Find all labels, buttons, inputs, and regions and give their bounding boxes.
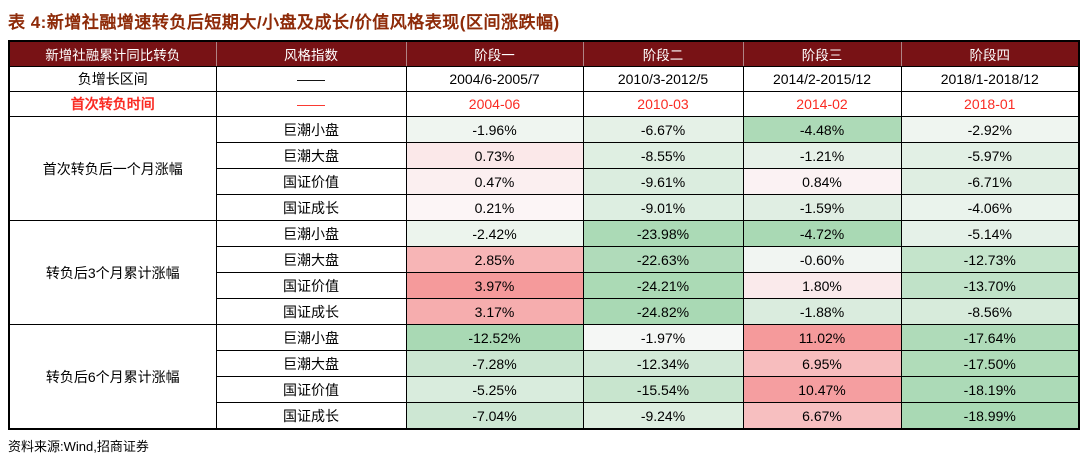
- value-cell: -1.88%: [742, 298, 902, 325]
- table-row: 首次转负后一个月涨幅 巨潮小盘 -1.96% -6.67% -4.48% -2.…: [8, 116, 1080, 221]
- value-cell: -1.59%: [742, 194, 902, 221]
- value-cell: -2.42%: [405, 220, 584, 247]
- value-cell: 6.67%: [742, 402, 902, 430]
- date-cell: 2010-03: [582, 91, 744, 117]
- table-row: 巨潮大盘 2.85% -22.63% -0.60% -12.73%: [9, 246, 1080, 273]
- date-cell: 2004-06: [405, 91, 584, 117]
- value-cell: 0.21%: [405, 194, 584, 221]
- value-cell: -8.55%: [582, 142, 744, 169]
- header-cell-style-index: 风格指数: [215, 40, 407, 67]
- value-cell: 1.80%: [742, 272, 902, 299]
- value-cell: -9.61%: [582, 168, 744, 195]
- style-index-cell: 巨潮小盘: [215, 324, 407, 351]
- value-cell: -6.71%: [900, 168, 1080, 195]
- table-row: 巨潮大盘 0.73% -8.55% -1.21% -5.97%: [9, 142, 1080, 169]
- value-cell: -0.60%: [742, 246, 902, 273]
- value-cell: -13.70%: [900, 272, 1080, 299]
- table-row: 国证价值 0.47% -9.61% 0.84% -6.71%: [9, 168, 1080, 195]
- value-cell: -15.54%: [582, 376, 744, 403]
- value-cell: -18.99%: [900, 402, 1080, 430]
- style-index-cell: 国证成长: [215, 402, 407, 430]
- value-cell: -5.14%: [900, 220, 1080, 247]
- period-cell: 2004/6-2005/7: [405, 66, 584, 92]
- table-row: 国证成长 0.21% -9.01% -1.59% -4.06%: [9, 194, 1080, 221]
- value-cell: -6.67%: [582, 116, 744, 143]
- table-title: 表 4:新增社融增速转负后短期大/小盘及成长/价值风格表现(区间涨跌幅): [8, 13, 560, 32]
- date-cell: 2018-01: [900, 91, 1080, 117]
- value-cell: -9.01%: [582, 194, 744, 221]
- header-row: 新增社融累计同比转负 风格指数 阶段一 阶段二 阶段三 阶段四: [8, 40, 1080, 67]
- value-cell: -1.96%: [405, 116, 584, 143]
- section-label-6m: 转负后6个月累计涨幅: [8, 324, 217, 430]
- value-cell: -12.52%: [405, 324, 584, 351]
- negative-growth-range-row: 负增长区间 —— 2004/6-2005/7 2010/3-2012/5 201…: [8, 66, 1080, 92]
- period-cell: 2014/2-2015/12: [742, 66, 902, 92]
- value-cell: -23.98%: [582, 220, 744, 247]
- value-cell: -22.63%: [582, 246, 744, 273]
- value-cell: -18.19%: [900, 376, 1080, 403]
- table-row: 巨潮大盘 -7.28% -12.34% 6.95% -17.50%: [9, 350, 1080, 377]
- dash-cell: ——: [215, 91, 407, 117]
- table-row: 国证价值 3.97% -24.21% 1.80% -13.70%: [9, 272, 1080, 299]
- value-cell: -24.82%: [582, 298, 744, 325]
- header-cell-stage3: 阶段三: [742, 40, 902, 67]
- header-cell-stage1: 阶段一: [405, 40, 584, 67]
- value-cell: -9.24%: [582, 402, 744, 430]
- style-performance-table: 新增社融累计同比转负 风格指数 阶段一 阶段二 阶段三 阶段四 负增长区间 ——…: [8, 40, 1080, 430]
- value-cell: 6.95%: [742, 350, 902, 377]
- value-cell: -17.64%: [900, 324, 1080, 351]
- style-index-cell: 国证成长: [215, 298, 407, 325]
- table-row: 转负后3个月累计涨幅 巨潮小盘 -2.42% -23.98% -4.72% -5…: [8, 220, 1080, 325]
- header-cell-stage4: 阶段四: [900, 40, 1080, 67]
- style-index-cell: 巨潮大盘: [215, 142, 407, 169]
- value-cell: -1.21%: [742, 142, 902, 169]
- style-index-cell: 国证价值: [215, 168, 407, 195]
- value-cell: 0.47%: [405, 168, 584, 195]
- source-note: 资料来源:Wind,招商证券: [8, 439, 149, 454]
- section-label-3m: 转负后3个月累计涨幅: [8, 220, 217, 325]
- value-cell: -12.73%: [900, 246, 1080, 273]
- table-row: 国证价值 -5.25% -15.54% 10.47% -18.19%: [9, 376, 1080, 403]
- period-cell: 2018/1-2018/12: [900, 66, 1080, 92]
- header-cell-category: 新增社融累计同比转负: [8, 40, 217, 67]
- value-cell: -12.34%: [582, 350, 744, 377]
- value-cell: -4.72%: [742, 220, 902, 247]
- dash-cell: ——: [215, 66, 407, 92]
- table-row: 国证成长 3.17% -24.82% -1.88% -8.56%: [9, 298, 1080, 325]
- date-cell: 2014-02: [742, 91, 902, 117]
- value-cell: -7.04%: [405, 402, 584, 430]
- style-index-cell: 巨潮大盘: [215, 350, 407, 377]
- style-index-cell: 国证价值: [215, 376, 407, 403]
- value-cell: -1.97%: [582, 324, 744, 351]
- value-cell: 0.84%: [742, 168, 902, 195]
- table-row: 国证成长 -7.04% -9.24% 6.67% -18.99%: [9, 402, 1080, 430]
- style-index-cell: 巨潮大盘: [215, 246, 407, 273]
- header-cell-stage2: 阶段二: [582, 40, 744, 67]
- value-cell: 3.17%: [405, 298, 584, 325]
- style-index-cell: 国证成长: [215, 194, 407, 221]
- value-cell: -4.06%: [900, 194, 1080, 221]
- value-cell: -24.21%: [582, 272, 744, 299]
- table-row: 转负后6个月累计涨幅 巨潮小盘 -12.52% -1.97% 11.02% -1…: [8, 324, 1080, 430]
- period-cell: 2010/3-2012/5: [582, 66, 744, 92]
- value-cell: 3.97%: [405, 272, 584, 299]
- value-cell: -17.50%: [900, 350, 1080, 377]
- style-index-cell: 巨潮小盘: [215, 116, 407, 143]
- section-label-1m: 首次转负后一个月涨幅: [8, 116, 217, 221]
- value-cell: -8.56%: [900, 298, 1080, 325]
- first-negative-date-row: 首次转负时间 —— 2004-06 2010-03 2014-02 2018-0…: [8, 91, 1080, 117]
- value-cell: -5.25%: [405, 376, 584, 403]
- row-label: 负增长区间: [8, 66, 217, 92]
- row-label: 首次转负时间: [8, 91, 217, 117]
- value-cell: -4.48%: [742, 116, 902, 143]
- value-cell: 0.73%: [405, 142, 584, 169]
- value-cell: -5.97%: [900, 142, 1080, 169]
- value-cell: 11.02%: [742, 324, 902, 351]
- value-cell: -2.92%: [900, 116, 1080, 143]
- value-cell: 2.85%: [405, 246, 584, 273]
- value-cell: -7.28%: [405, 350, 584, 377]
- style-index-cell: 巨潮小盘: [215, 220, 407, 247]
- style-index-cell: 国证价值: [215, 272, 407, 299]
- value-cell: 10.47%: [742, 376, 902, 403]
